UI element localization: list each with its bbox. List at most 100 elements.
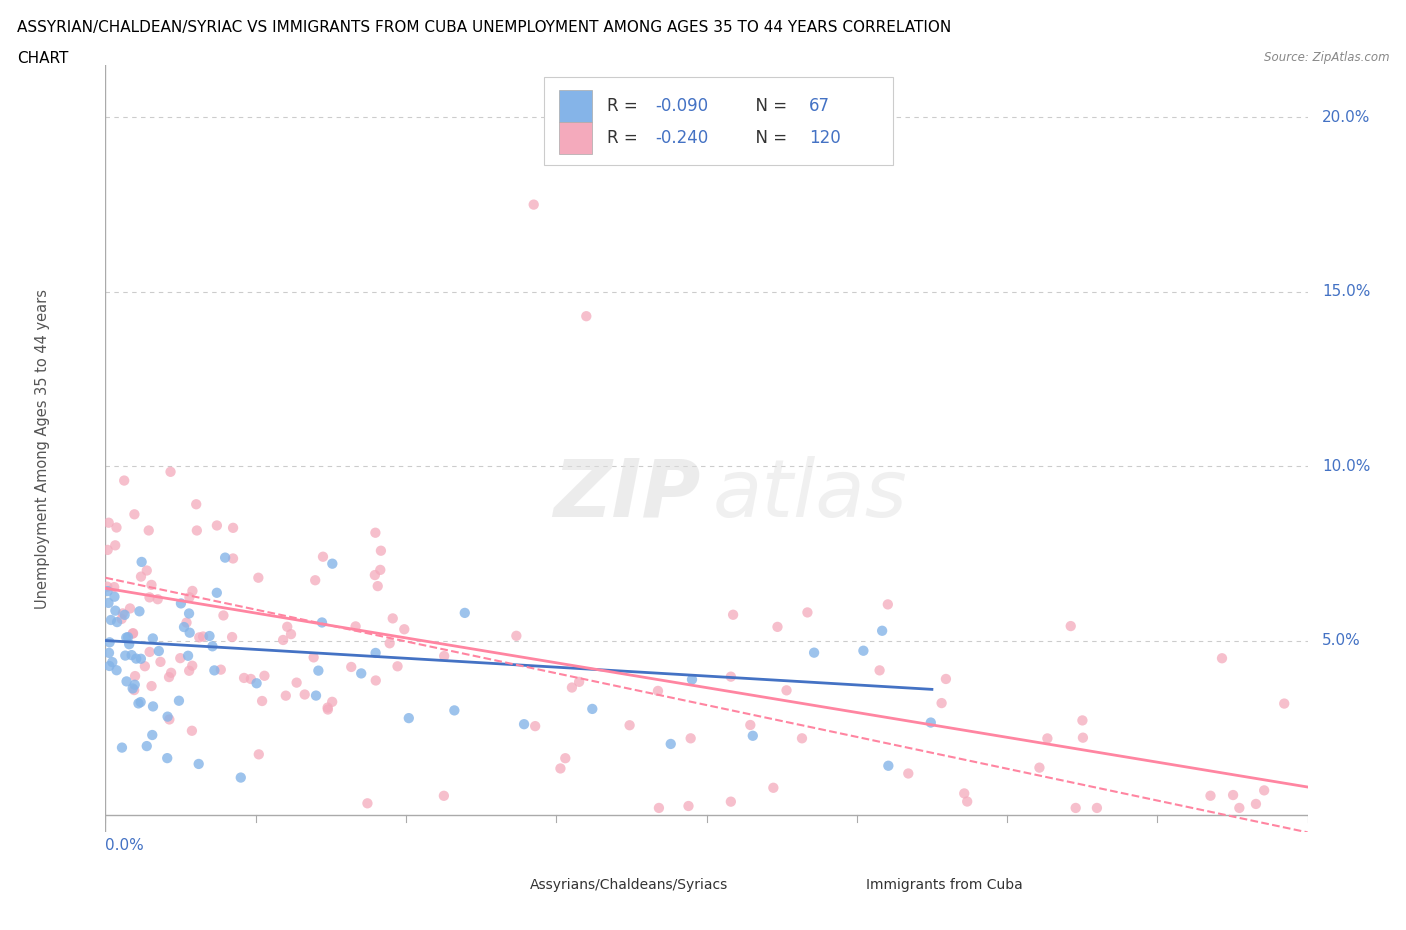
Point xyxy=(647,684,669,698)
Point xyxy=(681,672,703,687)
Text: 120: 120 xyxy=(808,129,841,147)
Point xyxy=(124,669,146,684)
Point xyxy=(271,632,294,647)
Text: N =: N = xyxy=(745,97,793,114)
Point xyxy=(294,687,316,702)
Point xyxy=(157,712,180,727)
Point xyxy=(97,584,120,599)
Point xyxy=(222,521,245,536)
Point xyxy=(138,644,160,659)
Point xyxy=(221,630,243,644)
Point xyxy=(302,650,325,665)
Point xyxy=(141,578,163,592)
Point xyxy=(122,626,145,641)
Point xyxy=(127,696,149,711)
Point xyxy=(170,596,193,611)
Point xyxy=(142,699,165,714)
Point xyxy=(561,680,583,695)
Text: R =: R = xyxy=(607,129,643,147)
Point xyxy=(156,751,179,765)
Point xyxy=(176,615,198,630)
Point xyxy=(304,573,326,588)
Text: R =: R = xyxy=(607,97,643,114)
Point xyxy=(181,658,204,673)
Point xyxy=(581,701,603,716)
Point xyxy=(721,607,744,622)
Point xyxy=(803,645,825,660)
Text: 0.0%: 0.0% xyxy=(105,839,145,854)
Point xyxy=(105,663,128,678)
Text: ASSYRIAN/CHALDEAN/SYRIAC VS IMMIGRANTS FROM CUBA UNEMPLOYMENT AMONG AGES 35 TO 4: ASSYRIAN/CHALDEAN/SYRIAC VS IMMIGRANTS F… xyxy=(17,20,950,35)
Text: Unemployment Among Ages 35 to 44 years: Unemployment Among Ages 35 to 44 years xyxy=(35,288,51,609)
Point xyxy=(188,630,211,644)
Point xyxy=(160,665,183,680)
Point xyxy=(1253,783,1275,798)
Point xyxy=(173,619,195,634)
Point xyxy=(796,605,818,620)
Point xyxy=(1222,788,1244,803)
Point xyxy=(156,710,179,724)
Point xyxy=(104,604,127,618)
Point xyxy=(368,563,391,578)
Text: 20.0%: 20.0% xyxy=(1322,110,1371,125)
Point xyxy=(135,738,157,753)
Point xyxy=(766,619,789,634)
Point xyxy=(135,563,157,578)
Point xyxy=(209,662,232,677)
Text: CHART: CHART xyxy=(17,51,69,66)
Point xyxy=(762,780,785,795)
Point xyxy=(98,645,121,660)
Point xyxy=(1244,796,1267,811)
Point xyxy=(953,786,976,801)
Point xyxy=(233,671,256,685)
Text: Immigrants from Cuba: Immigrants from Cuba xyxy=(866,878,1024,892)
Text: 67: 67 xyxy=(808,97,830,114)
Point xyxy=(124,677,146,692)
Point xyxy=(179,663,201,678)
Text: Assyrians/Chaldeans/Syriacs: Assyrians/Chaldeans/Syriacs xyxy=(530,878,728,892)
Text: 10.0%: 10.0% xyxy=(1322,458,1371,473)
Point xyxy=(720,794,742,809)
Point xyxy=(177,648,200,663)
Point xyxy=(1060,618,1083,633)
Point xyxy=(186,497,208,512)
Point xyxy=(180,724,202,738)
Point xyxy=(394,622,416,637)
Point xyxy=(97,542,120,557)
Point xyxy=(118,637,141,652)
Point xyxy=(305,688,328,703)
Point xyxy=(433,648,456,663)
Point xyxy=(246,676,269,691)
Point xyxy=(149,655,172,670)
Point xyxy=(115,674,138,689)
Point xyxy=(364,673,387,688)
Point xyxy=(214,551,236,565)
Point xyxy=(201,639,224,654)
Point xyxy=(307,663,329,678)
Point xyxy=(321,556,343,571)
Point xyxy=(575,309,598,324)
Point xyxy=(311,615,333,630)
Point xyxy=(852,644,875,658)
Point xyxy=(931,696,953,711)
Point xyxy=(524,719,547,734)
Point xyxy=(112,473,135,488)
Text: Source: ZipAtlas.com: Source: ZipAtlas.com xyxy=(1264,51,1389,64)
Point xyxy=(205,518,228,533)
Point xyxy=(247,747,270,762)
Point xyxy=(679,731,702,746)
Text: ZIP: ZIP xyxy=(553,456,700,534)
FancyBboxPatch shape xyxy=(558,122,592,154)
Point xyxy=(877,758,900,773)
Point xyxy=(356,796,378,811)
Point xyxy=(956,794,979,809)
Point xyxy=(935,671,957,686)
Point xyxy=(920,715,942,730)
Point xyxy=(105,615,128,630)
Point xyxy=(505,629,527,644)
Point xyxy=(187,756,209,771)
Point xyxy=(550,761,572,776)
Point xyxy=(202,663,225,678)
Point xyxy=(212,608,235,623)
Point xyxy=(312,550,335,565)
